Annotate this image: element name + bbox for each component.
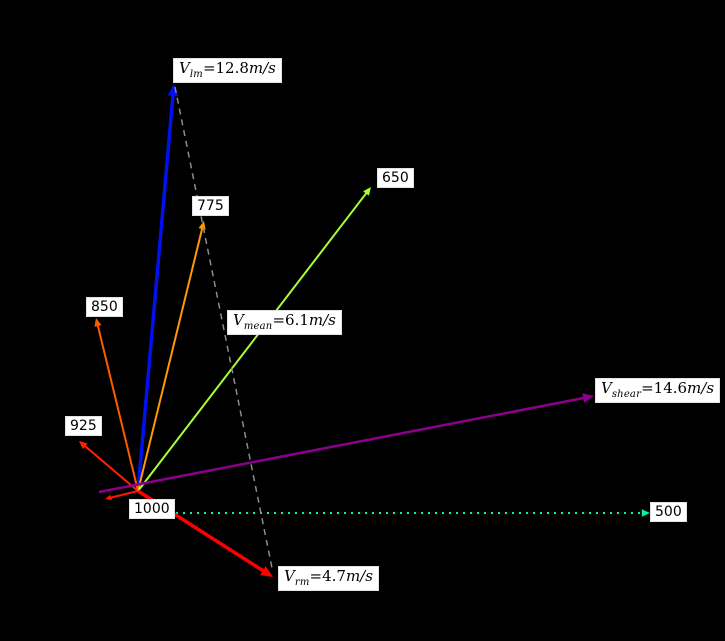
arrow-v-lm-head <box>167 84 179 97</box>
arrow-1000-head <box>105 494 112 501</box>
arrow-650 <box>137 190 369 492</box>
arrow-v-lm <box>136 90 176 492</box>
arrow-500-head <box>641 509 650 517</box>
arrow-775 <box>137 225 204 492</box>
line-lm-to-rm <box>174 86 273 569</box>
arrow-925 <box>82 443 139 492</box>
arrow-v-shear-head <box>582 393 594 403</box>
arrow-925-head <box>79 441 88 450</box>
arrow-850-head <box>94 318 102 327</box>
arrow-850 <box>96 322 139 492</box>
arrow-v-shear <box>98 396 588 494</box>
arrow-v-rm <box>137 489 268 575</box>
arrow-v-rm-head <box>260 566 273 577</box>
arrow-650-head <box>363 187 371 196</box>
arrow-775-head <box>198 221 206 230</box>
arrow-1000 <box>108 490 139 500</box>
